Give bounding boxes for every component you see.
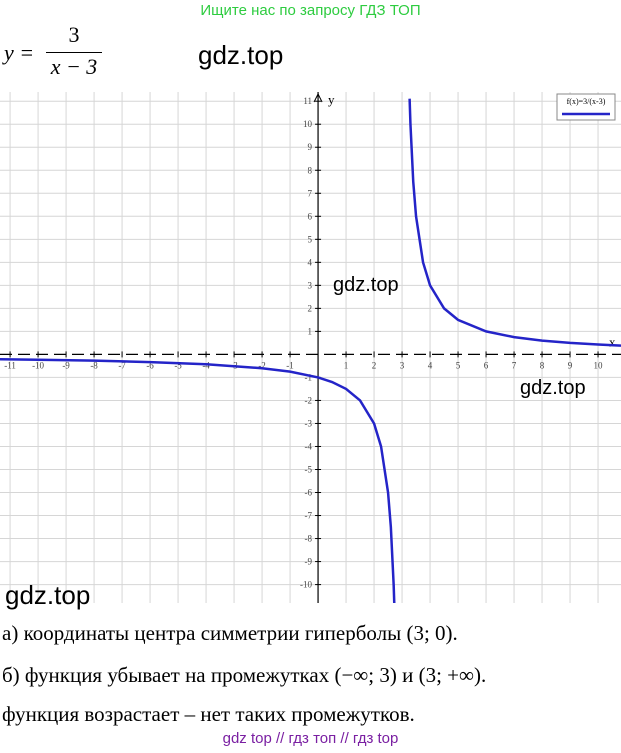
y-tick-label: 11 (303, 96, 312, 106)
fraction-bar (46, 52, 102, 53)
header: Ищите нас по запросу ГДЗ ТОП (200, 2, 421, 19)
x-tick-label: -5 (174, 360, 182, 370)
y-tick-label: 10 (303, 119, 313, 129)
formula-numerator: 3 (68, 22, 80, 47)
y-tick-label: 4 (308, 257, 313, 267)
x-tick-label: 2 (372, 360, 377, 370)
y-tick-label: -9 (305, 557, 313, 567)
y-tick-label: 9 (308, 142, 313, 152)
curve (0, 98, 621, 603)
x-tick-label: 3 (400, 360, 405, 370)
x-tick-label: -6 (146, 360, 154, 370)
watermark: gdz.top (198, 40, 284, 70)
x-tick-label: -1 (286, 360, 294, 370)
y-tick-label: -2 (305, 395, 313, 405)
legend-box (556, 93, 616, 121)
x-tick-label: 1 (344, 360, 349, 370)
watermark: gdz.top (520, 377, 586, 399)
x-tick-label: 4 (428, 360, 433, 370)
footer: gdz top // гдз топ // гдз top (222, 730, 399, 747)
y-tick-label: 1 (308, 326, 313, 336)
x-tick-label: -11 (4, 360, 16, 370)
y-tick-label: -8 (305, 534, 313, 544)
y-tick-label: 2 (308, 303, 313, 313)
y-tick-label: 8 (308, 165, 313, 175)
formula-lhs: y = (4, 40, 35, 65)
y-tick-label: -7 (305, 511, 313, 521)
legend-label: f(x)=3/(x-3) (567, 97, 606, 106)
x-tick-label: -7 (118, 360, 126, 370)
watermark: gdz.top (5, 580, 91, 610)
y-tick-label: 7 (308, 188, 313, 198)
x-tick-label: 9 (568, 360, 573, 370)
answer-line: функция возрастает – нет таких промежутк… (2, 702, 415, 726)
y-tick-label: -1 (305, 372, 313, 382)
formula-denominator: x − 3 (50, 54, 98, 79)
answer-line: а) координаты центра симметрии гиперболы… (2, 621, 458, 645)
x-axis-label: x (609, 334, 616, 349)
x-tick-label: -2 (258, 360, 266, 370)
x-tick-label: 6 (484, 360, 489, 370)
x-tick-label: 10 (594, 360, 604, 370)
y-tick-label: -3 (305, 418, 313, 428)
x-tick-label: -8 (90, 360, 98, 370)
grid: -11 -10 -9 -8 -7 -6 -5 -4 -3 -2 -1 1 2 3 4 5 6 7 8 9 1011109… (0, 92, 621, 603)
x-tick-label: 7 (512, 360, 517, 370)
x-tick-label: 8 (540, 360, 545, 370)
x-tick-label: -9 (62, 360, 70, 370)
x-tick-label: -10 (32, 360, 44, 370)
y-tick-label: -4 (305, 441, 313, 451)
y-tick-label: 5 (308, 234, 313, 244)
x-tick-label: 5 (456, 360, 461, 370)
y-tick-label: 6 (308, 211, 313, 221)
y-tick-label: -5 (305, 464, 313, 474)
plot (0, 98, 621, 603)
y-tick-label: -10 (300, 580, 312, 590)
y-tick-label: 3 (308, 280, 313, 290)
y-tick-label: -6 (305, 488, 313, 498)
y-axis-label: y (328, 92, 335, 107)
watermark: gdz.top (333, 274, 399, 296)
answer-line: б) функция убывает на промежутках (−∞; 3… (2, 663, 487, 687)
y-arrow (313, 92, 323, 103)
